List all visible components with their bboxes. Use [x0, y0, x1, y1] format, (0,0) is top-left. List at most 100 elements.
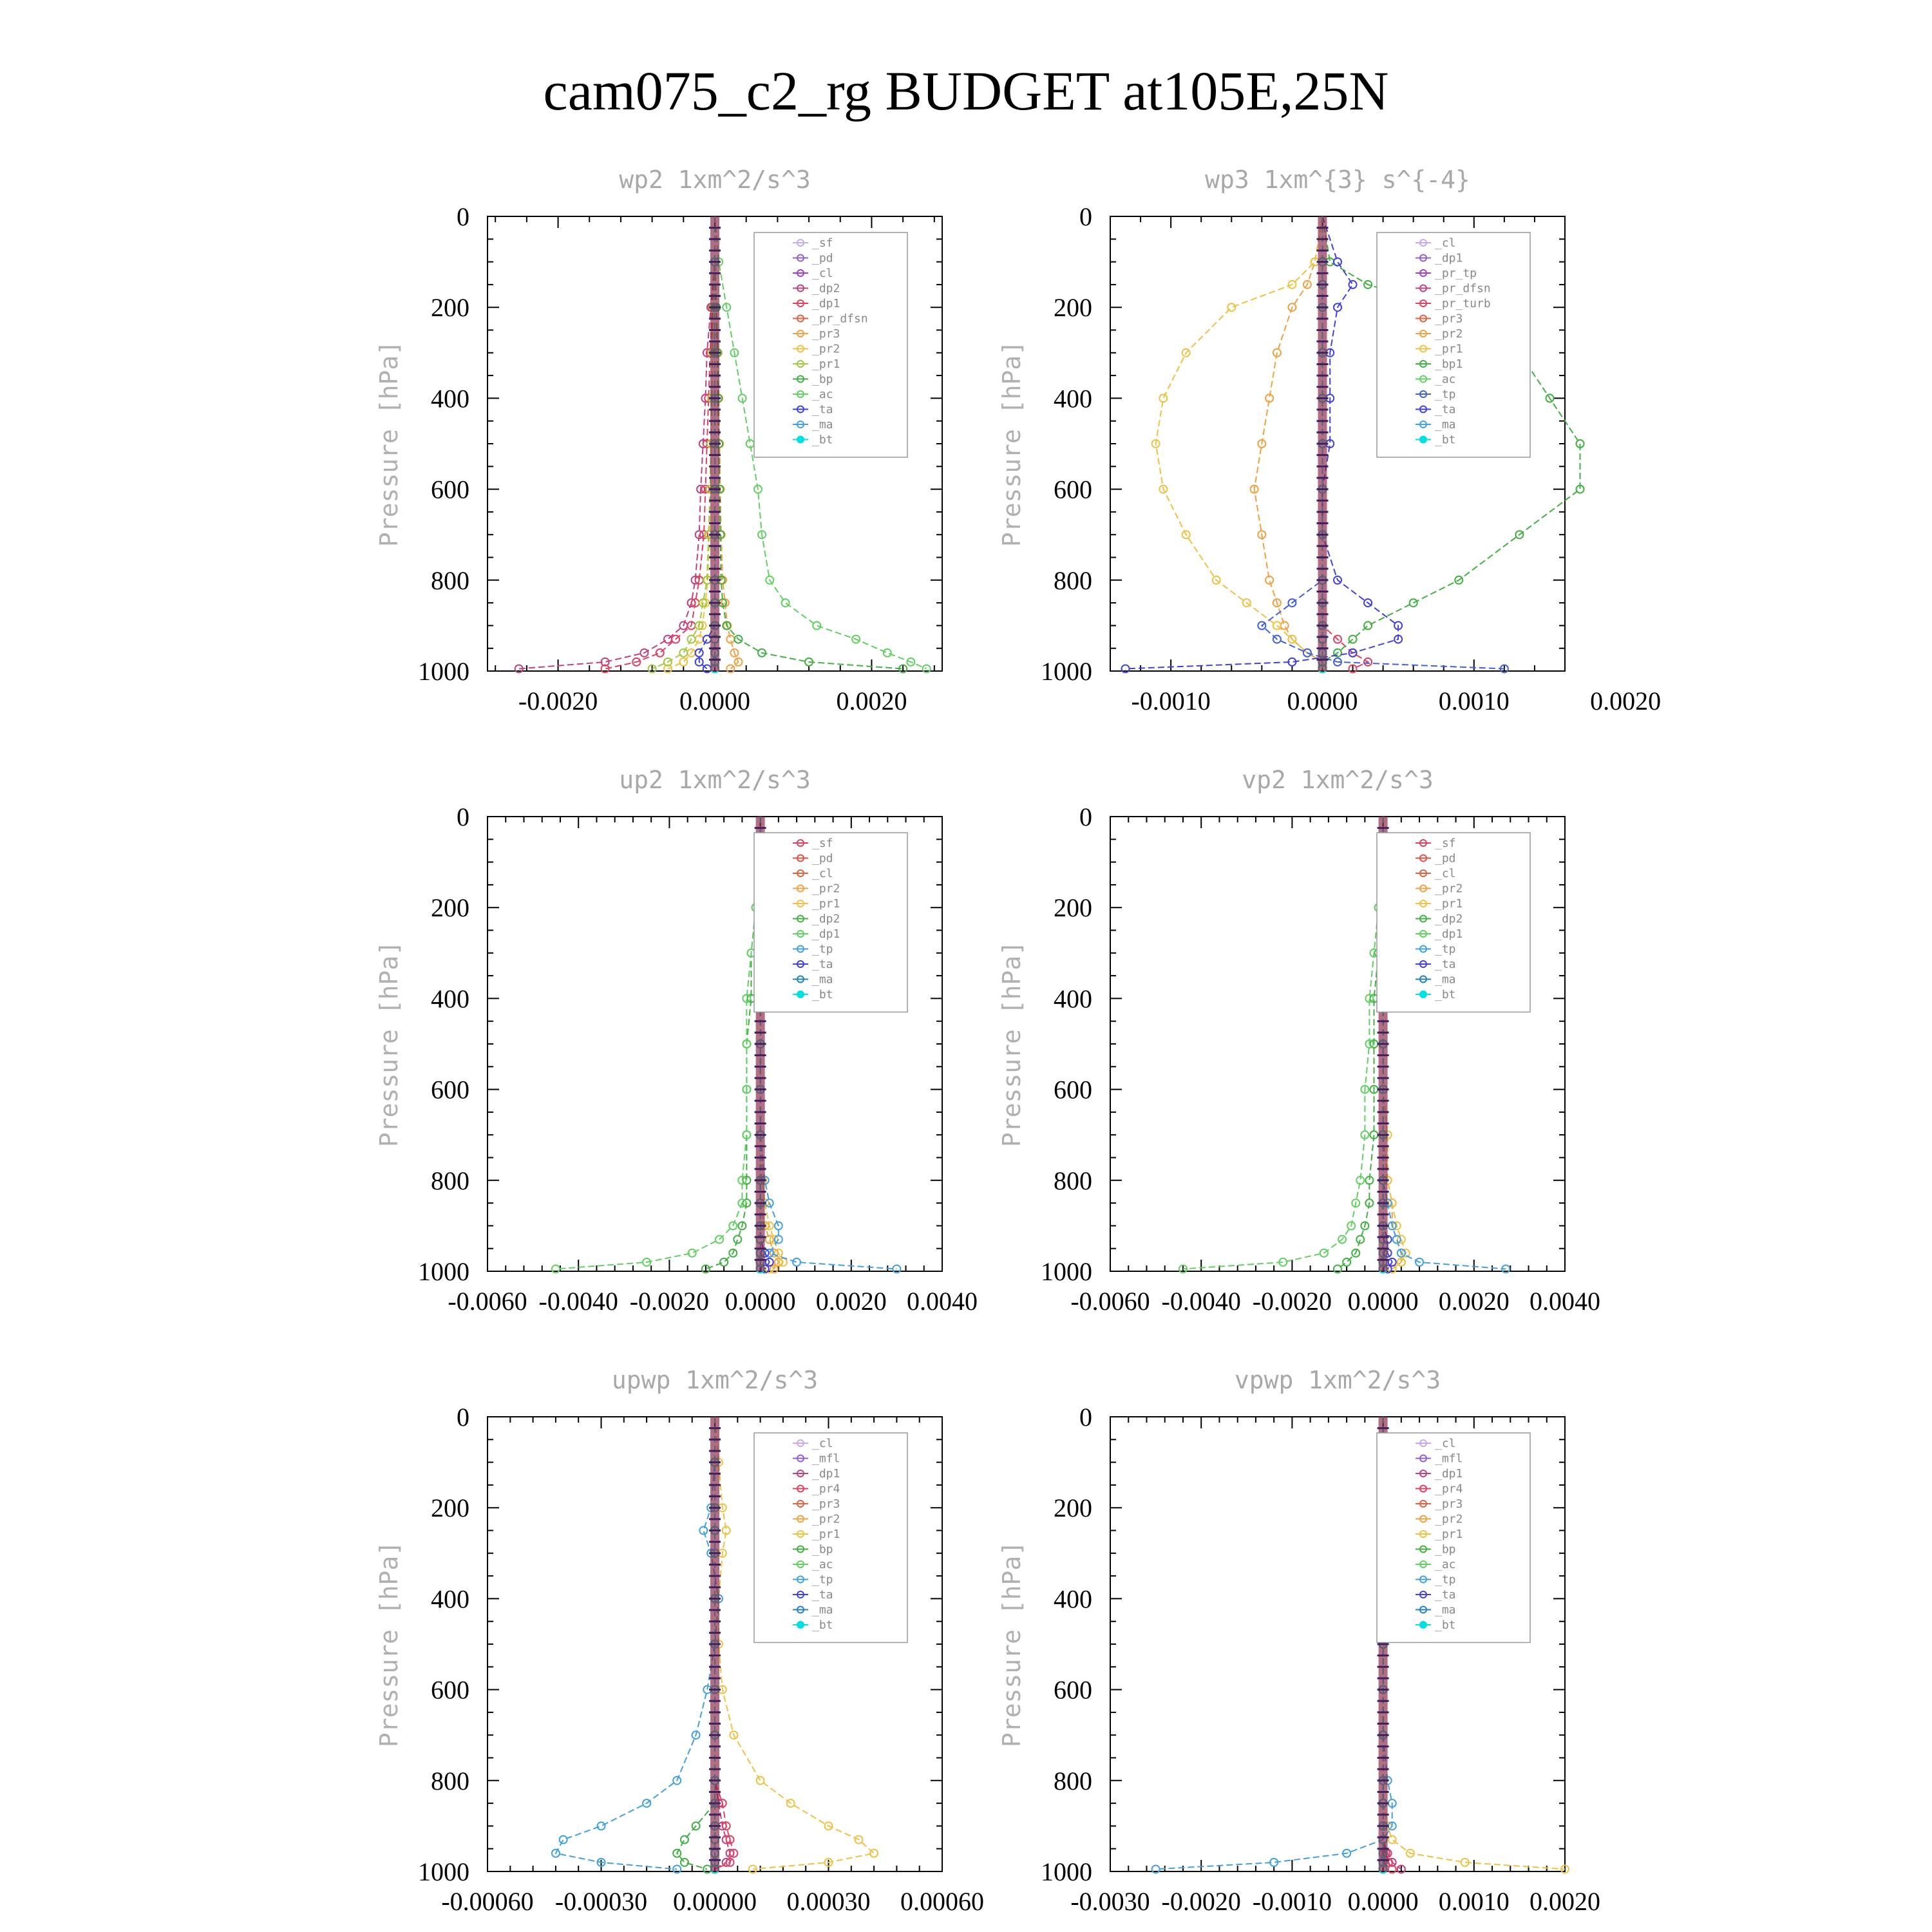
legend-marker [797, 1515, 804, 1523]
data-point [1319, 1248, 1329, 1258]
data-point [804, 657, 814, 667]
legend-marker [797, 1575, 804, 1584]
legend-marker [797, 421, 804, 428]
legend-label: _bp [1435, 1543, 1456, 1557]
data-point [728, 1248, 738, 1258]
data-point [1348, 279, 1358, 289]
legend-label: _pr1 [812, 357, 840, 371]
legend-label: _tp [1435, 943, 1456, 956]
panel-title: wp3 1xm^{3} s^{-4} [1205, 166, 1470, 194]
legend-box [1376, 832, 1531, 1013]
x-tick-label: 0.0040 [907, 1287, 978, 1316]
data-point [1265, 393, 1274, 403]
legend-marker [1419, 1500, 1427, 1508]
data-point [906, 657, 916, 667]
legend-marker [797, 360, 804, 368]
x-tick-label: 0.0020 [816, 1287, 887, 1316]
data-point [1575, 439, 1585, 448]
data-point [781, 598, 790, 608]
data-point [642, 1257, 652, 1267]
legend-label: _dp1 [1435, 927, 1463, 941]
legend-label: _ta [812, 403, 833, 417]
legend-label: _ac [1435, 1558, 1456, 1571]
series-line [714, 216, 904, 670]
legend-label: _cl [812, 867, 833, 880]
legend-marker [1419, 314, 1427, 323]
data-point [691, 1730, 701, 1740]
data-point [742, 1130, 752, 1140]
legend-label: _pr_tp [1435, 267, 1477, 280]
x-tick-label: 0.0010 [1439, 687, 1510, 715]
x-tick-label: -0.0060 [1070, 1287, 1150, 1316]
data-point [1227, 303, 1236, 312]
legend-marker [1419, 1454, 1427, 1463]
main-title: cam075_c2_rg BUDGET at105E,25N [544, 60, 1389, 122]
legend-marker [1419, 884, 1427, 893]
data-point [679, 648, 688, 658]
data-point [1333, 575, 1342, 585]
legend-label: _cl [1435, 236, 1456, 250]
series-line [605, 216, 715, 670]
legend-marker [797, 884, 804, 893]
legend-marker [797, 239, 804, 247]
legend-label: _bt [1435, 1618, 1456, 1632]
legend-label: _mfl [812, 1452, 840, 1466]
data-point [1342, 1848, 1352, 1858]
legend-label: _pr2 [812, 343, 840, 356]
data-point [730, 348, 739, 357]
x-tick-label: 0.0040 [1530, 1287, 1600, 1316]
panels: wp2 1xm^2/s^3 Pressure [hPa] 0 200 400 600 800… [375, 166, 1661, 1916]
chart-panel: wp3 1xm^{3} s^{-4} Pressure [hPa] 0 200 400 6… [998, 166, 1661, 715]
data-point [1287, 634, 1297, 644]
legend-label: _ta [812, 1588, 833, 1602]
series-line [1321, 216, 1370, 670]
panel-title: vpwp 1xm^2/s^3 [1235, 1366, 1441, 1394]
data-point [1501, 1264, 1511, 1274]
y-tick-label: 600 [431, 1676, 469, 1705]
legend-label: _dp1 [1435, 252, 1463, 265]
data-point [734, 657, 743, 667]
legend-label: _bp1 [1435, 357, 1463, 371]
chart-panel: wp2 1xm^2/s^3 Pressure [hPa] 0 200 400 600 800… [375, 166, 943, 715]
data-point [1338, 1235, 1347, 1244]
data-point [742, 1084, 752, 1094]
data-point [1257, 621, 1267, 630]
data-point [1242, 598, 1251, 608]
x-tick-label: -0.00030 [555, 1887, 647, 1916]
data-point [687, 634, 696, 644]
chart-panel: vp2 1xm^2/s^3 Pressure [hPa] 0 200 400 600 800… [998, 766, 1600, 1316]
data-point [1278, 1257, 1288, 1267]
legend-label: _pr3 [812, 327, 840, 341]
legend-box [753, 832, 908, 1013]
y-tick-label: 400 [1054, 1584, 1092, 1613]
data-point [722, 621, 732, 630]
data-point [1560, 1864, 1569, 1874]
legend-label: _bp [812, 1543, 833, 1557]
data-point [1287, 303, 1297, 312]
data-point [642, 1799, 652, 1808]
legend-label: _tp [812, 943, 833, 956]
legend-label: _cl [812, 267, 833, 280]
data-point [1257, 439, 1267, 448]
legend-label: _cl [1435, 1437, 1456, 1450]
data-point [1394, 634, 1403, 644]
data-point [694, 530, 704, 540]
data-point [1396, 1864, 1406, 1874]
data-point [1392, 1235, 1401, 1244]
legend-label: _pr_dfsn [812, 312, 868, 326]
data-point [730, 648, 739, 658]
data-point [854, 1835, 864, 1844]
data-point [1272, 634, 1282, 644]
data-point [898, 664, 908, 674]
series-line [1155, 216, 1323, 669]
legend-label: _pr4 [1435, 1482, 1463, 1496]
data-point [694, 648, 704, 658]
x-tick-label: 0.0000 [1348, 1887, 1419, 1916]
legend-marker [1419, 914, 1427, 923]
data-point [596, 1821, 606, 1831]
data-point [1347, 1221, 1356, 1231]
legend: _cl _dp1 _pr_tp _pr_dfsn_pr_turb _pr3_pr2 _pr… [1376, 232, 1531, 458]
data-point [1249, 484, 1259, 494]
legend-label: _bp [812, 373, 833, 386]
legend-marker [797, 945, 804, 953]
